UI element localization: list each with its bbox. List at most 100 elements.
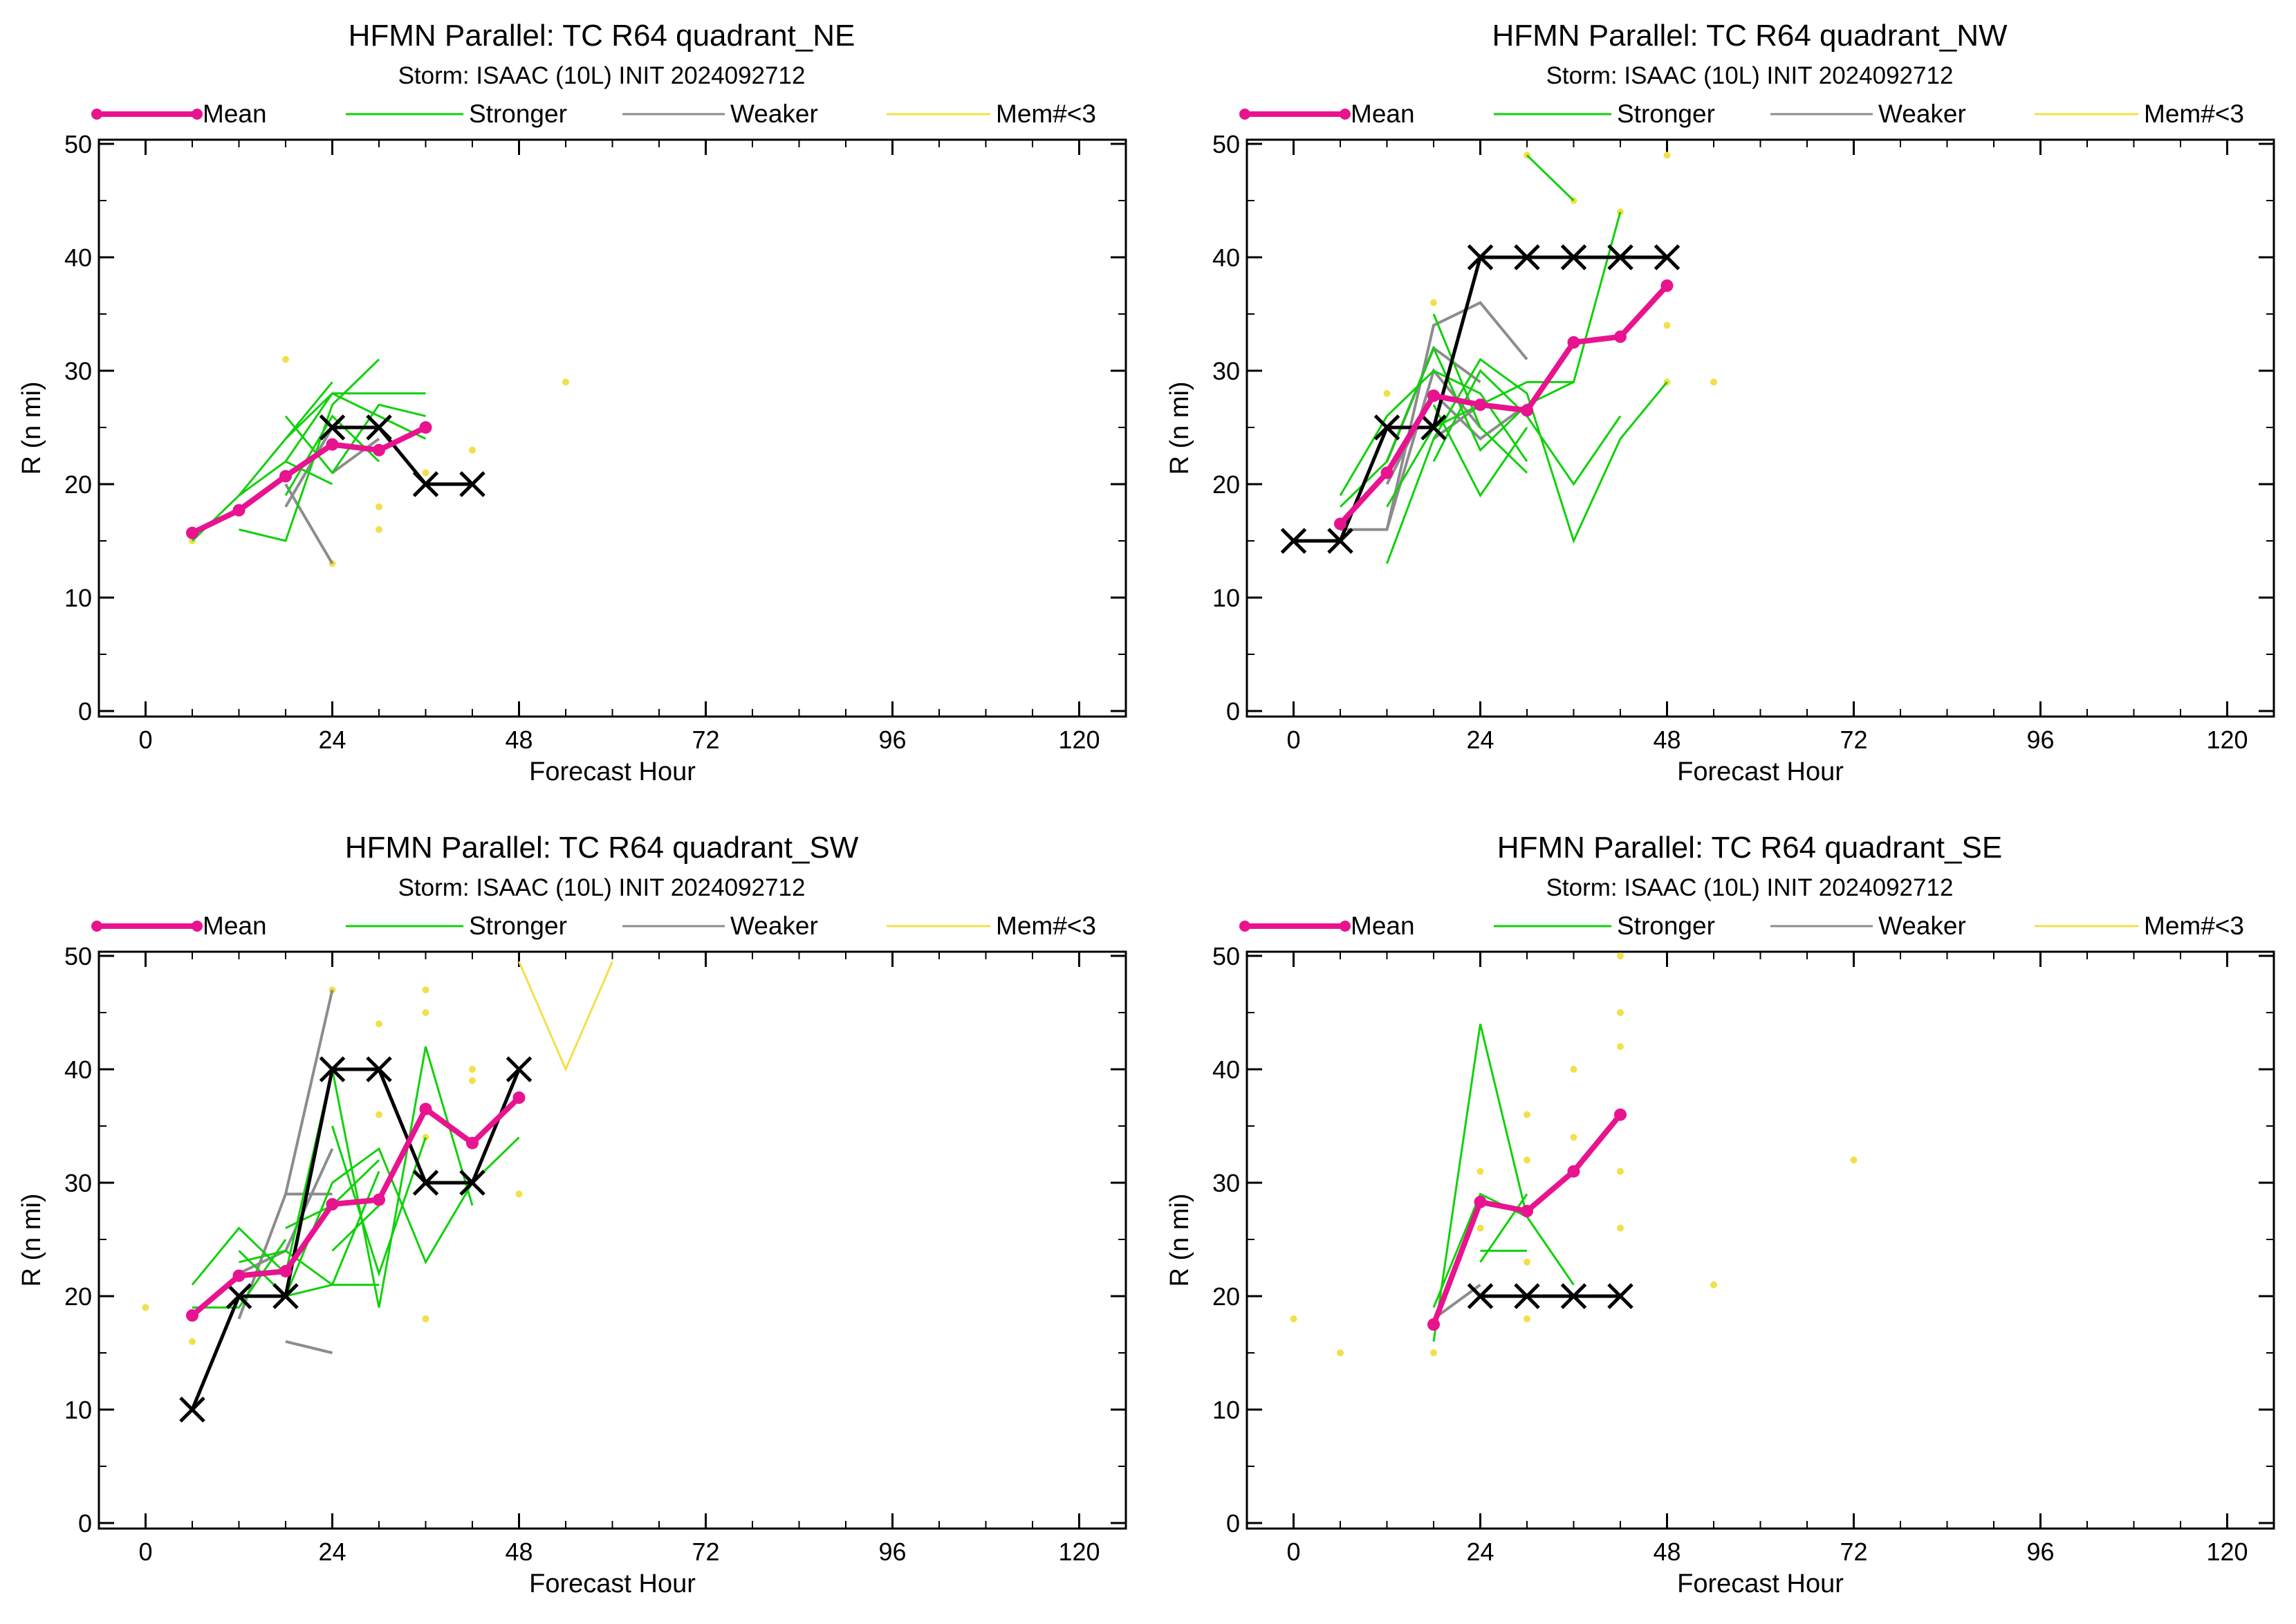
- stronger-member-line: [284, 391, 427, 440]
- mean-point: [232, 504, 246, 517]
- chart-title: HFMN Parallel: TC R64 quadrant_SE: [1497, 831, 2002, 865]
- legend-marker-mean-end: [192, 109, 203, 120]
- y-axis-label: R (n mi): [17, 381, 46, 474]
- legend-label-stronger: Stronger: [469, 100, 567, 128]
- legend-label-mean: Mean: [1351, 912, 1415, 940]
- few-members-point: [376, 503, 382, 510]
- few-members-point: [422, 986, 429, 994]
- mean-point: [326, 1198, 339, 1211]
- x-axis-label: Forecast Hour: [529, 1569, 696, 1598]
- x-tick-label: 0: [138, 726, 152, 754]
- y-tick-label: 40: [64, 243, 92, 272]
- y-tick-label: 30: [1212, 1169, 1240, 1197]
- few-members-point: [515, 1190, 523, 1198]
- mean-point: [1427, 389, 1440, 403]
- mean-point: [466, 1136, 479, 1150]
- observed-marker: [1467, 244, 1494, 270]
- stronger-member-line: [1386, 358, 1668, 564]
- chart-panel-3: HFMN Parallel: TC R64 quadrant_SW Storm: …: [17, 831, 1127, 1598]
- few-members-point: [1850, 1156, 1858, 1164]
- observed-marker: [1280, 528, 1307, 554]
- few-members-point: [1710, 378, 1717, 386]
- y-tick-label: 30: [64, 357, 92, 385]
- x-tick-label: 24: [1466, 1538, 1494, 1566]
- y-tick-label: 20: [64, 470, 92, 499]
- plot-frame: [1246, 950, 2275, 1530]
- mean-line: [191, 425, 427, 536]
- mean-point: [1474, 398, 1487, 412]
- few-members-point: [1663, 322, 1671, 329]
- few-members-point: [282, 356, 289, 363]
- legend-marker-mean-end: [1340, 921, 1351, 932]
- y-tick-label: 10: [1212, 1396, 1240, 1424]
- weaker-member-line: [284, 483, 334, 564]
- stronger-member-line: [1432, 1024, 1575, 1342]
- y-axis-label: R (n mi): [1165, 1193, 1194, 1286]
- weaker-member-line: [237, 1192, 333, 1320]
- few-members-point: [469, 446, 476, 454]
- y-tick-label: 0: [78, 1509, 92, 1538]
- observed-marker: [1327, 528, 1353, 554]
- x-tick-label: 96: [2026, 1538, 2054, 1566]
- stronger-member-line: [331, 1125, 427, 1277]
- y-tick-label: 50: [64, 130, 92, 158]
- observed-marker: [179, 1396, 205, 1423]
- x-tick-label: 96: [878, 726, 906, 754]
- mean-point: [1521, 1205, 1533, 1217]
- plot-frame: [98, 138, 1127, 718]
- legend-label-mean: Mean: [203, 100, 267, 128]
- observed-marker: [1607, 244, 1633, 270]
- x-tick-label: 72: [692, 726, 719, 754]
- stronger-member-line: [191, 381, 333, 542]
- chart-subtitle: Storm: ISAAC (10L) INIT 2024092712: [1546, 874, 1954, 901]
- few-members-point: [422, 1315, 429, 1322]
- y-tick-label: 20: [1212, 470, 1240, 499]
- few-members-point: [469, 1066, 476, 1073]
- chart-title: HFMN Parallel: TC R64 quadrant_SW: [345, 831, 859, 865]
- x-tick-label: 120: [1058, 1538, 1100, 1566]
- few-members-point: [1430, 1349, 1437, 1356]
- chart-subtitle: Storm: ISAAC (10L) INIT 2024092712: [398, 62, 806, 89]
- chart-panel-1: HFMN Parallel: TC R64 quadrant_NE Storm: …: [17, 19, 1127, 786]
- few-members-point: [469, 1077, 476, 1085]
- mean-point: [1521, 404, 1533, 417]
- mean-point: [232, 1269, 246, 1282]
- observed-marker: [366, 414, 392, 441]
- few-members-point: [1476, 1224, 1484, 1232]
- legend-label-few_members: Mem#<3: [2144, 912, 2244, 940]
- mean-point: [1660, 279, 1674, 292]
- observed-marker: [1514, 1283, 1540, 1309]
- mean-point: [1427, 1318, 1440, 1331]
- observed-marker: [272, 1283, 299, 1309]
- mean-point: [373, 443, 385, 456]
- x-tick-label: 72: [692, 1538, 719, 1566]
- mean-line: [1338, 284, 1669, 526]
- y-tick-label: 40: [64, 1055, 92, 1084]
- x-tick-label: 120: [1058, 726, 1100, 754]
- legend-label-few_members: Mem#<3: [996, 912, 1096, 940]
- x-tick-label: 0: [138, 1538, 152, 1566]
- few-members-point: [1617, 1168, 1624, 1175]
- mean-point: [419, 421, 432, 434]
- chart-title: HFMN Parallel: TC R64 quadrant_NW: [1492, 19, 2008, 53]
- x-tick-label: 96: [878, 1538, 906, 1566]
- mean-point: [326, 438, 339, 451]
- mean-point: [1614, 330, 1627, 343]
- mean-point: [1474, 1195, 1487, 1208]
- observed-marker: [412, 1170, 439, 1196]
- x-tick-label: 24: [318, 1538, 346, 1566]
- y-tick-label: 10: [64, 1396, 92, 1424]
- y-tick-label: 30: [64, 1169, 92, 1197]
- observed-marker: [459, 1170, 485, 1196]
- legend-label-stronger: Stronger: [1617, 100, 1715, 128]
- weaker-member-line: [284, 426, 334, 508]
- few-members-point: [376, 1020, 382, 1028]
- x-tick-label: 72: [1840, 726, 1867, 754]
- legend-marker-mean-end: [1340, 109, 1351, 120]
- few-members-point: [1524, 1258, 1530, 1266]
- few-members-point: [1617, 1043, 1624, 1051]
- x-tick-label: 24: [318, 726, 346, 754]
- legend-marker-mean-start: [91, 921, 102, 932]
- few-members-point: [1430, 299, 1437, 306]
- mean-point: [419, 1102, 432, 1116]
